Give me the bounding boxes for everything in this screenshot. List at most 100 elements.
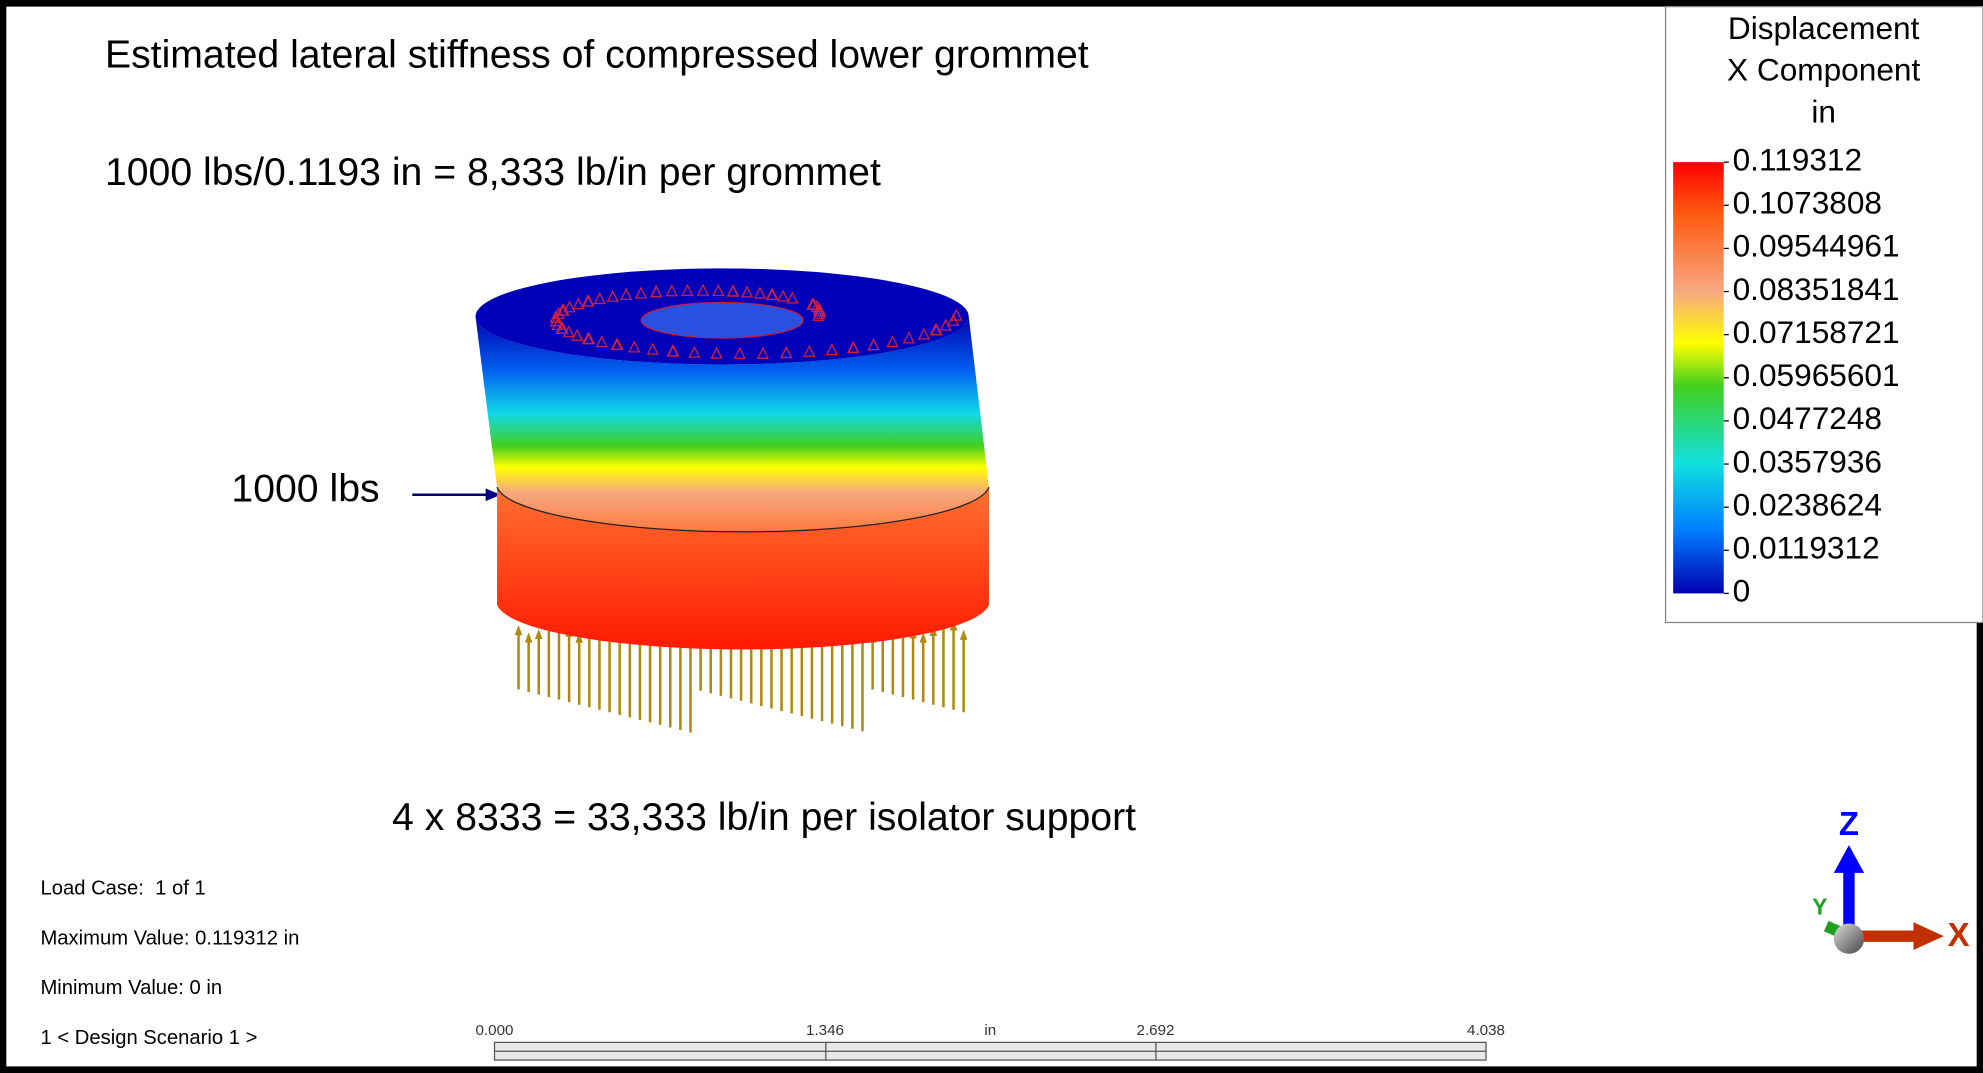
constraint: [646, 342, 659, 355]
legend-label: 0.09544961: [1733, 228, 1900, 264]
constraint: [606, 289, 619, 302]
status: Load Case: 1 of 1 Maximum Value: 0.119312…: [40, 878, 299, 1049]
legend-label: 0.0119312: [1733, 530, 1880, 566]
model: [475, 268, 990, 733]
constraint: [556, 321, 569, 334]
support-arrow-head: [534, 628, 543, 640]
legend-label: 0.0238624: [1733, 487, 1882, 523]
legend-label: 0.05965601: [1733, 357, 1900, 393]
status-line: Load Case: 1 of 1: [40, 878, 205, 900]
support-arrow-head: [575, 632, 584, 643]
legend-label: 0.1073808: [1733, 185, 1882, 221]
z-axis-head: [1833, 845, 1865, 873]
scale-label: 1.346: [806, 1022, 844, 1039]
constraint: [595, 335, 608, 348]
legend-title: Displacement: [1728, 10, 1920, 46]
legend-label: 0.0477248: [1733, 400, 1882, 436]
constraint: [582, 331, 596, 345]
constraint: [753, 286, 767, 299]
constraint: [667, 344, 680, 357]
constraint: [886, 335, 899, 348]
constraint: [917, 327, 930, 340]
constraint: [582, 294, 595, 307]
constraint: [593, 291, 606, 305]
scale-label: 4.038: [1467, 1022, 1505, 1039]
constraint: [634, 286, 648, 299]
support-arrow-head: [524, 632, 533, 643]
viewport-background: [6, 6, 1977, 1067]
constraint: [562, 325, 575, 338]
scale-bar: in 0.000 1.346 2.692 4.038: [476, 1022, 1505, 1061]
constraint: [950, 308, 963, 321]
band-line: [496, 486, 990, 533]
legend-colorbar: [1673, 162, 1724, 594]
constraint: [756, 346, 770, 359]
grommet-hole: [640, 301, 804, 339]
scale-unit: in: [984, 1022, 996, 1039]
status-line: Minimum Value: 0 in: [40, 977, 222, 999]
constraint: [733, 346, 746, 359]
scale-label: 2.692: [1137, 1022, 1175, 1039]
x-axis-head: [1913, 922, 1944, 951]
load-label: 1000 lbs: [231, 467, 379, 510]
constraint: [726, 284, 739, 297]
constraint: [902, 331, 915, 344]
constraint: [681, 283, 694, 297]
legend-label: 0.119312: [1733, 142, 1863, 178]
x-label: X: [1948, 916, 1970, 953]
scale-label: 0.000: [476, 1022, 514, 1039]
legend-label: 0.07158721: [1733, 314, 1900, 350]
y-label: Y: [1812, 893, 1827, 919]
legend-label: 0.08351841: [1733, 271, 1900, 307]
constraint: [688, 345, 701, 358]
constraint: [786, 291, 799, 304]
constraint: [611, 337, 624, 350]
legend: Displacement X Component in 0.119312 0.10738…: [1723, 10, 1921, 609]
constraint: [939, 318, 952, 331]
constraint: [665, 284, 678, 297]
constraint: [813, 304, 826, 317]
title: Estimated lateral stiffness of compresse…: [105, 34, 1089, 77]
axis-triad: Z X Y: [1812, 805, 1970, 954]
constraint: [867, 338, 880, 351]
constraint: [696, 283, 710, 296]
constraint: [803, 344, 816, 357]
legend-label: 0: [1733, 573, 1751, 609]
constraint: [777, 289, 790, 302]
status-line: Maximum Value: 0.119312 in: [40, 927, 299, 949]
support-arrow-head: [959, 629, 968, 640]
z-label: Z: [1839, 805, 1859, 842]
constraint: [780, 345, 793, 359]
constraint: [550, 314, 563, 327]
legend-label: 0.0357936: [1733, 443, 1882, 479]
constraint: [740, 285, 754, 298]
constraint: [563, 300, 576, 313]
constraint: [806, 297, 819, 310]
constraint: [552, 306, 565, 320]
constraint: [847, 340, 860, 353]
equation: 1000 lbs/0.1193 in = 8,333 lb/in per gro…: [105, 151, 881, 194]
footer-equation: 4 x 8333 = 33,333 lb/in per isolator sup…: [392, 796, 1136, 839]
grommet-lower: [497, 487, 989, 650]
load-arrow-head: [485, 488, 501, 502]
triad-origin: [1833, 923, 1865, 954]
constraint: [557, 303, 570, 316]
constraint: [712, 283, 725, 297]
constraint: [571, 328, 584, 341]
legend-title: X Component: [1727, 52, 1921, 88]
legend-title: in: [1811, 93, 1836, 129]
constraint: [572, 297, 585, 310]
constraint: [628, 340, 641, 353]
grommet-upper: [475, 316, 989, 532]
constraints: [549, 283, 963, 359]
constraint: [929, 323, 942, 336]
constraint: [650, 285, 663, 298]
support-arrow-head: [919, 632, 928, 643]
support-arrow-head: [514, 625, 523, 636]
constraint: [710, 346, 723, 359]
constraint: [620, 287, 633, 300]
status-line: 1 < Design Scenario 1 >: [40, 1027, 257, 1049]
constraint: [825, 343, 838, 356]
